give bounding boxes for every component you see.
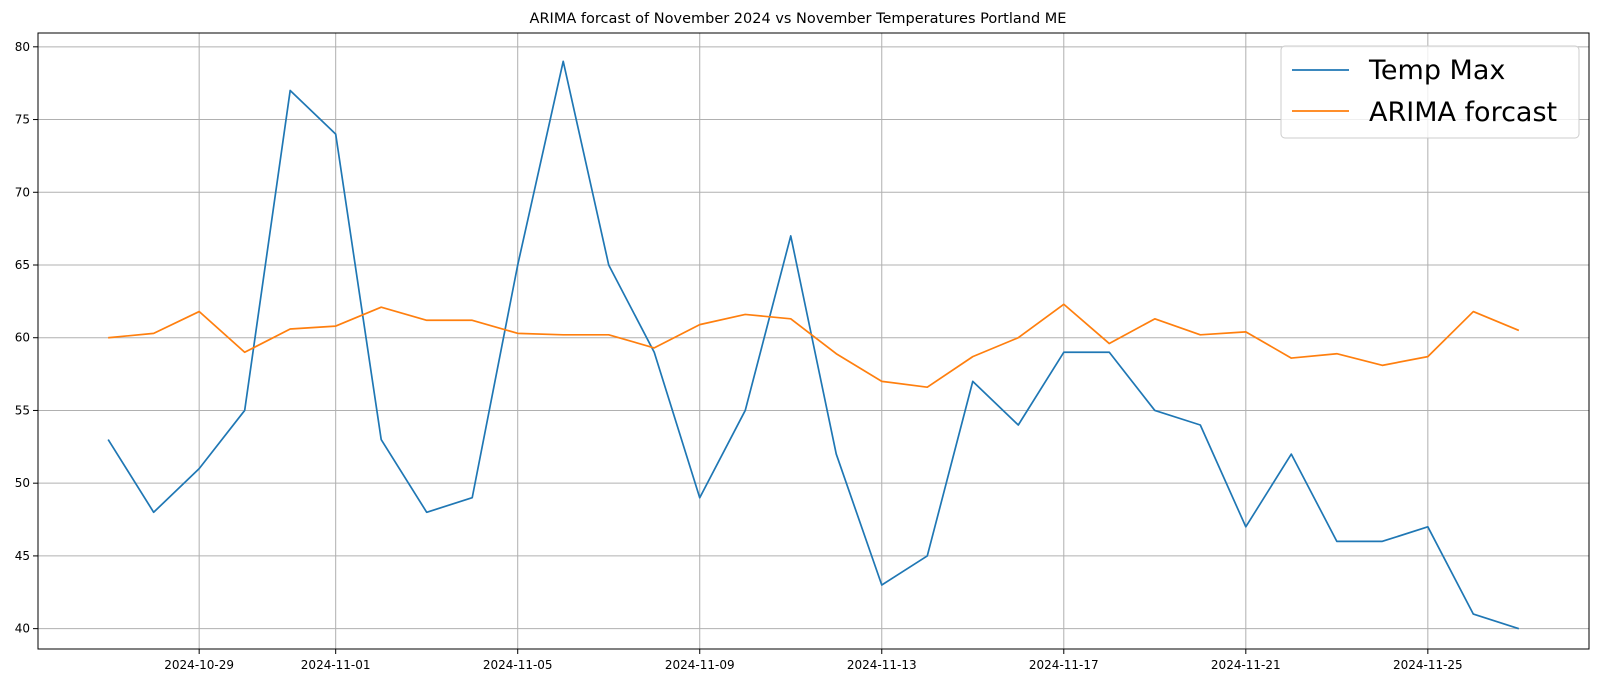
y-tick-label: 65 (15, 258, 30, 272)
y-tick-label: 75 (15, 113, 30, 127)
legend-label-temp-max: Temp Max (1368, 55, 1505, 86)
legend-label-arima-forcast: ARIMA forcast (1369, 97, 1557, 128)
y-tick-label: 50 (15, 476, 30, 490)
y-axis: 40 45 50 55 60 65 70 75 80 (15, 40, 38, 636)
x-tick-label: 2024-11-17 (1029, 658, 1099, 672)
plot-frame (37, 32, 1590, 650)
y-tick-label: 45 (15, 549, 30, 563)
y-tick-label: 70 (15, 185, 30, 199)
y-tick-label: 40 (15, 622, 30, 636)
series-line-temp-max (107, 60, 1520, 630)
chart-title: ARIMA forcast of November 2024 vs Novemb… (530, 11, 1067, 27)
y-tick-label: 55 (15, 403, 30, 417)
x-axis: 2024-10-29 2024-11-01 2024-11-05 2024-11-09… (164, 649, 1463, 672)
series-line-arima-forcast (108, 303, 1520, 389)
x-tick-label: 2024-11-09 (665, 658, 735, 672)
y-tick-label: 80 (15, 40, 30, 54)
legend: Temp Max ARIMA forcast (1280, 45, 1580, 139)
x-tick-label: 2024-11-25 (1393, 658, 1463, 672)
x-tick-label: 2024-10-29 (164, 658, 234, 672)
x-tick-label: 2024-11-13 (847, 658, 917, 672)
y-tick-label: 60 (15, 331, 30, 345)
legend-box (1280, 45, 1580, 139)
series-layer (107, 60, 1520, 630)
x-tick-label: 2024-11-05 (483, 658, 553, 672)
x-tick-label: 2024-11-21 (1211, 658, 1281, 672)
x-tick-label: 2024-11-01 (301, 658, 371, 672)
